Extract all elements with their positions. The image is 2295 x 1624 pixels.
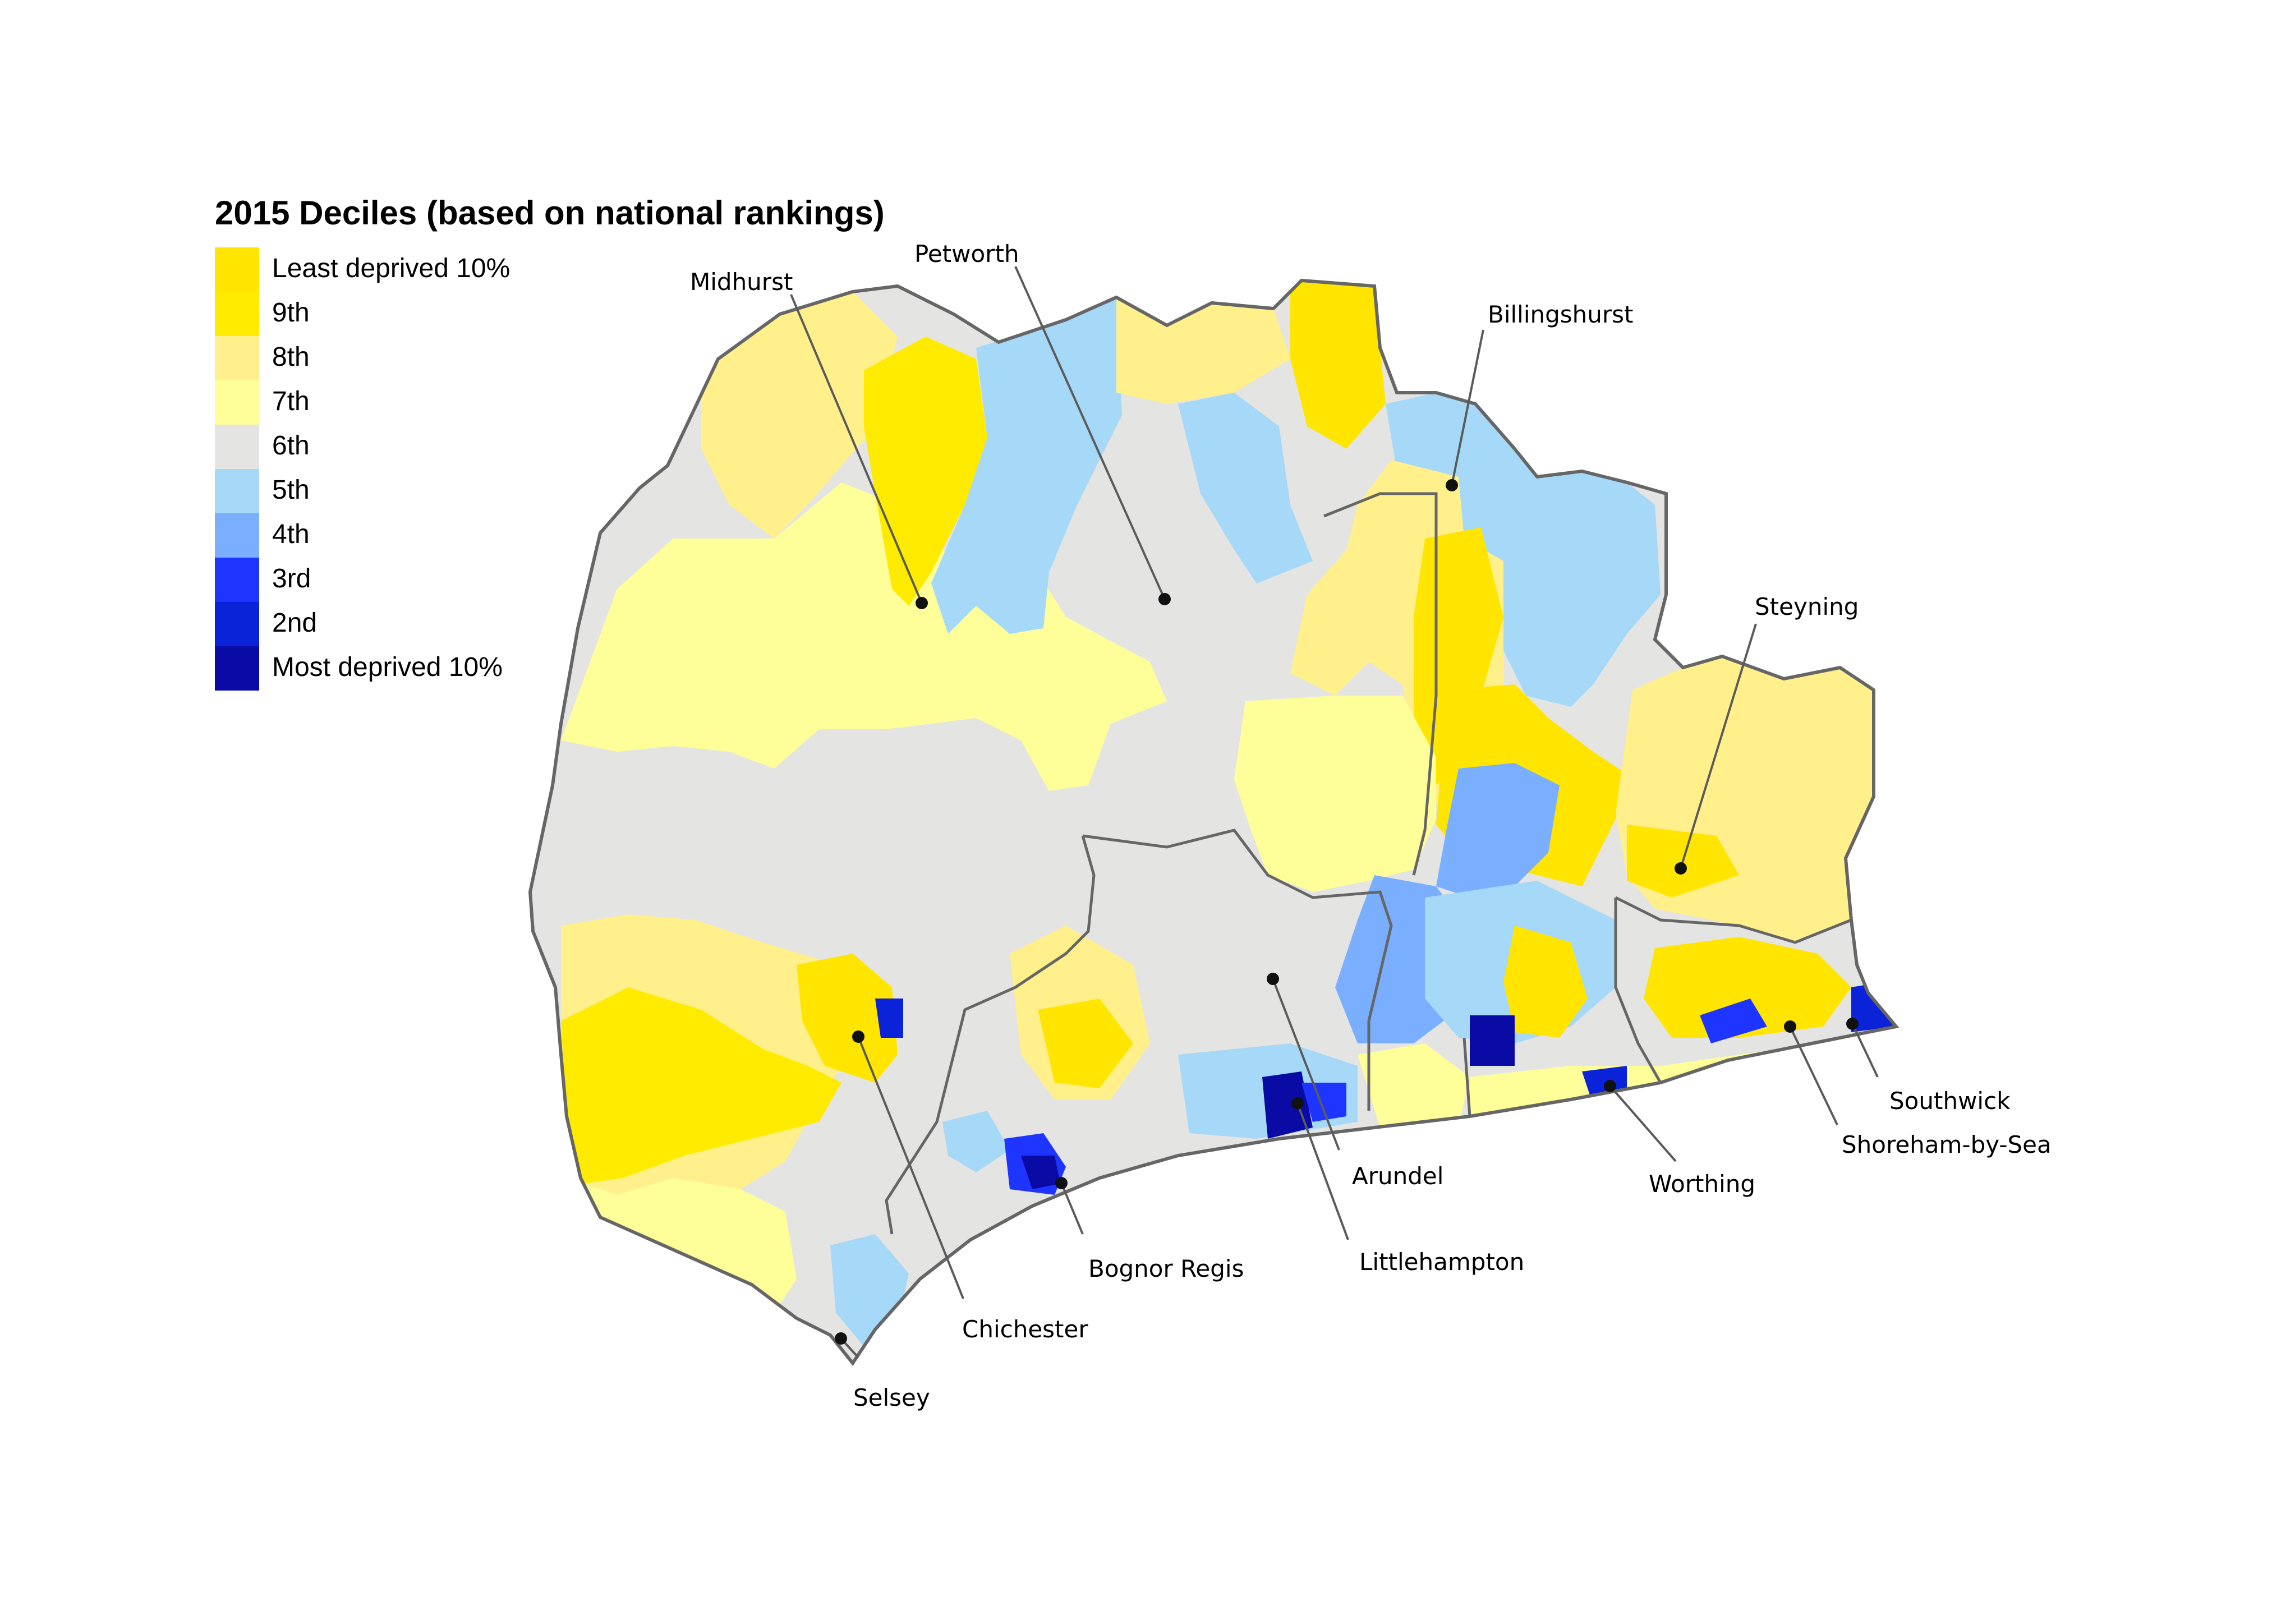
- area-8th-petworth-north: [1116, 297, 1290, 404]
- area-9th-bognor-north: [1038, 999, 1133, 1088]
- leader-steyning: [1680, 623, 1757, 869]
- label-southwick: Southwick: [1889, 1087, 2011, 1115]
- boundary-adur-north: [1615, 896, 1852, 944]
- legend-label: Most deprived 10%: [272, 652, 503, 682]
- legend-swatch: [215, 336, 259, 380]
- legend-label: 8th: [272, 342, 310, 372]
- area-5th-bognor-west: [942, 1111, 1010, 1172]
- legend-label: 7th: [272, 387, 310, 416]
- leader-worthing: [1609, 1085, 1677, 1162]
- area-9th-southwest: [561, 987, 841, 1184]
- area-4th-central: [1436, 763, 1560, 898]
- area-most-deprived-bognor: [1021, 1156, 1060, 1189]
- marker-southwick: [1846, 1018, 1859, 1030]
- marker-petworth: [1158, 593, 1171, 605]
- leader-bognor: [1060, 1183, 1084, 1235]
- marker-steyning: [1675, 862, 1687, 875]
- area-9th-shoreham: [1644, 937, 1851, 1038]
- place-markers: Midhurst Petworth Billingshurst Steyning…: [690, 240, 2052, 1411]
- legend-label: 6th: [272, 431, 310, 461]
- legend-label: 4th: [272, 519, 310, 549]
- legend-label: 3rd: [272, 564, 311, 594]
- label-midhurst: Midhurst: [690, 268, 793, 296]
- boundary-worthing-west: [1462, 1037, 1471, 1117]
- district-boundaries: [528, 278, 1900, 1367]
- legend-label: 5th: [272, 475, 310, 505]
- marker-chichester: [852, 1030, 864, 1043]
- leader-littlehampton: [1296, 1103, 1349, 1240]
- legend-swatch: [215, 602, 259, 646]
- label-billingshurst: Billingshurst: [1488, 301, 1634, 328]
- leader-arundel: [1272, 978, 1340, 1151]
- boundary-worthing-east: [1614, 898, 1662, 1084]
- county-outline: [528, 278, 1900, 1367]
- boundary-horsham-west: [1323, 492, 1438, 876]
- area-least-deprived-chichester: [797, 954, 898, 1083]
- area-2nd-chichester: [875, 999, 903, 1038]
- label-littlehampton: Littlehampton: [1359, 1248, 1524, 1276]
- marker-midhurst: [916, 597, 928, 609]
- legend-swatch: [215, 247, 259, 292]
- legend-swatch: [215, 380, 259, 425]
- area-most-deprived-littlehampton: [1262, 1071, 1313, 1139]
- leader-shoreham: [1789, 1026, 1838, 1125]
- marker-shoreham: [1784, 1020, 1796, 1033]
- area-7th-arundel-coast: [1358, 1043, 1470, 1128]
- area-8th-steyning-east: [1616, 656, 1874, 942]
- label-bognor: Bognor Regis: [1088, 1255, 1244, 1282]
- area-least-deprived-north: [1290, 280, 1386, 449]
- marker-selsey: [835, 1332, 847, 1345]
- legend-swatch: [215, 513, 259, 558]
- area-5th-petworth-east: [1178, 393, 1313, 583]
- area-7th-manhood: [583, 1178, 797, 1313]
- leader-chichester: [857, 1036, 964, 1299]
- legend-swatch: [215, 558, 259, 602]
- legend-swatch: [215, 292, 259, 336]
- area-7th-central-south: [1234, 696, 1436, 892]
- area-9th-worthing-north: [1503, 926, 1588, 1038]
- label-selsey: Selsey: [853, 1384, 930, 1411]
- area-3rd-shoreham: [1700, 999, 1767, 1043]
- leader-billingshurst: [1451, 329, 1484, 486]
- label-worthing: Worthing: [1649, 1170, 1755, 1198]
- legend-label: Least deprived 10%: [272, 254, 510, 283]
- boundary-arun-horsham: [1082, 829, 1393, 1111]
- marker-littlehampton: [1291, 1097, 1304, 1110]
- legend-swatch: [215, 646, 259, 691]
- marker-arundel: [1267, 973, 1279, 985]
- legend-swatch: [215, 469, 259, 513]
- leader-petworth: [1014, 266, 1166, 600]
- marker-worthing: [1604, 1080, 1616, 1092]
- area-5th-north: [931, 297, 1122, 634]
- legend-title: 2015 Deciles (based on national rankings…: [215, 194, 885, 232]
- label-arundel: Arundel: [1352, 1162, 1443, 1190]
- boundary-chichester-arun: [885, 835, 1096, 1235]
- leader-midhurst: [790, 294, 923, 604]
- label-petworth: Petworth: [914, 240, 1019, 268]
- label-chichester: Chichester: [962, 1315, 1088, 1343]
- area-most-deprived-worthing-north: [1470, 1015, 1515, 1066]
- marker-bognor: [1055, 1177, 1068, 1189]
- legend-label: 2nd: [272, 608, 318, 638]
- label-shoreham: Shoreham-by-Sea: [1842, 1131, 2052, 1158]
- legend-label: 9th: [272, 298, 310, 328]
- area-7th-northwest: [561, 482, 1167, 791]
- leader-southwick: [1851, 1023, 1879, 1078]
- marker-billingshurst: [1446, 479, 1458, 491]
- deprivation-areas: [530, 280, 1896, 1363]
- label-steyning: Steyning: [1755, 593, 1859, 620]
- legend-swatch: [215, 425, 259, 469]
- area-8th-northwest: [701, 292, 898, 539]
- area-3rd-littlehampton: [1301, 1083, 1346, 1122]
